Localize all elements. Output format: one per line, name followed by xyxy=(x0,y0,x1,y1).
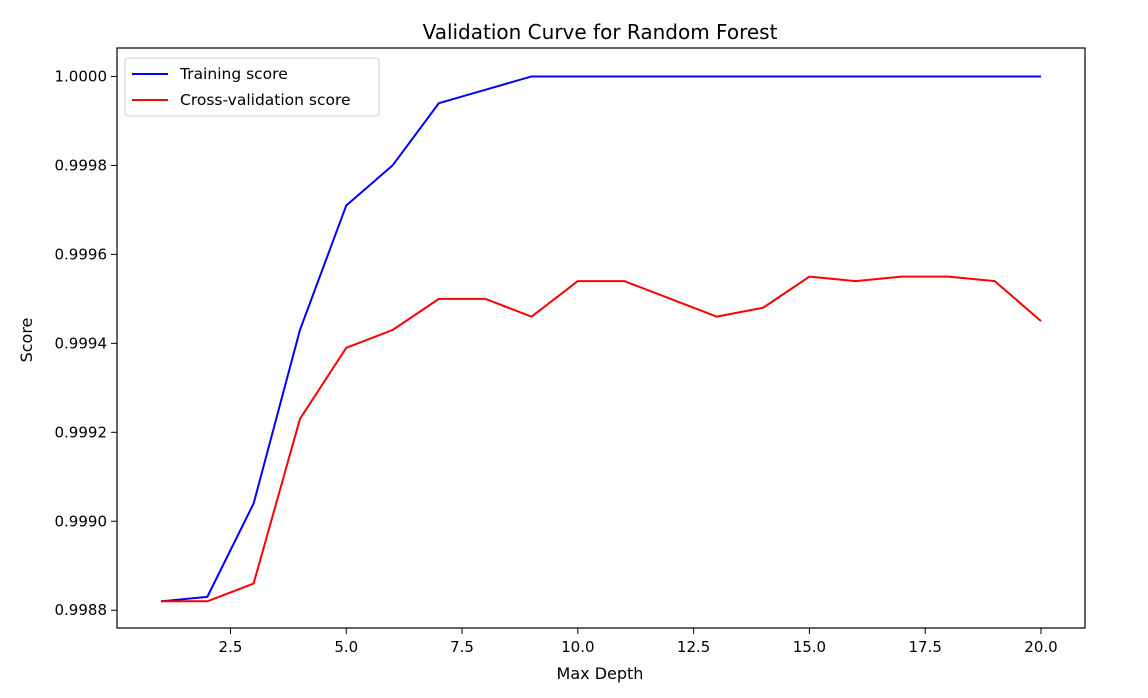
legend: Training score Cross-validation score xyxy=(124,57,380,117)
series-line-1 xyxy=(161,275,1042,603)
legend-box xyxy=(124,57,380,117)
y-tick-label: 0.9996 xyxy=(55,245,108,263)
x-tick-label: 20.0 xyxy=(1024,638,1057,656)
x-tick-label: 15.0 xyxy=(793,638,826,656)
y-tick-label: 0.9998 xyxy=(55,156,108,174)
y-axis-ticks: 0.9988 0.9990 0.9992 0.9994 0.9996 0.9998 1.00… xyxy=(55,67,117,619)
x-tick-label: 5.0 xyxy=(334,638,358,656)
chart-title: Validation Curve for Random Forest xyxy=(423,20,778,44)
y-axis-label: Score xyxy=(17,318,36,363)
x-tick-label: 12.5 xyxy=(677,638,710,656)
plot-frame xyxy=(116,47,1086,629)
y-tick-label: 1.0000 xyxy=(55,67,108,85)
series-line-0 xyxy=(160,75,1041,603)
x-axis-label: Max Depth xyxy=(557,664,644,683)
x-tick-label: 7.5 xyxy=(450,638,474,656)
x-tick-label: 10.0 xyxy=(561,638,594,656)
y-tick-label: 0.9988 xyxy=(55,601,108,619)
x-tick-label: 2.5 xyxy=(219,638,243,656)
x-axis-ticks: 2.5 5.0 7.5 10.0 12.5 15.0 17.5 20.0 xyxy=(219,628,1058,656)
y-tick-label: 0.9994 xyxy=(55,334,108,352)
y-tick-label: 0.9990 xyxy=(55,512,108,530)
plot-lines xyxy=(160,75,1042,603)
x-tick-label: 17.5 xyxy=(909,638,942,656)
legend-label-1: Cross-validation score xyxy=(180,91,351,109)
legend-label-0: Training score xyxy=(179,65,288,83)
y-tick-label: 0.9992 xyxy=(55,423,108,441)
